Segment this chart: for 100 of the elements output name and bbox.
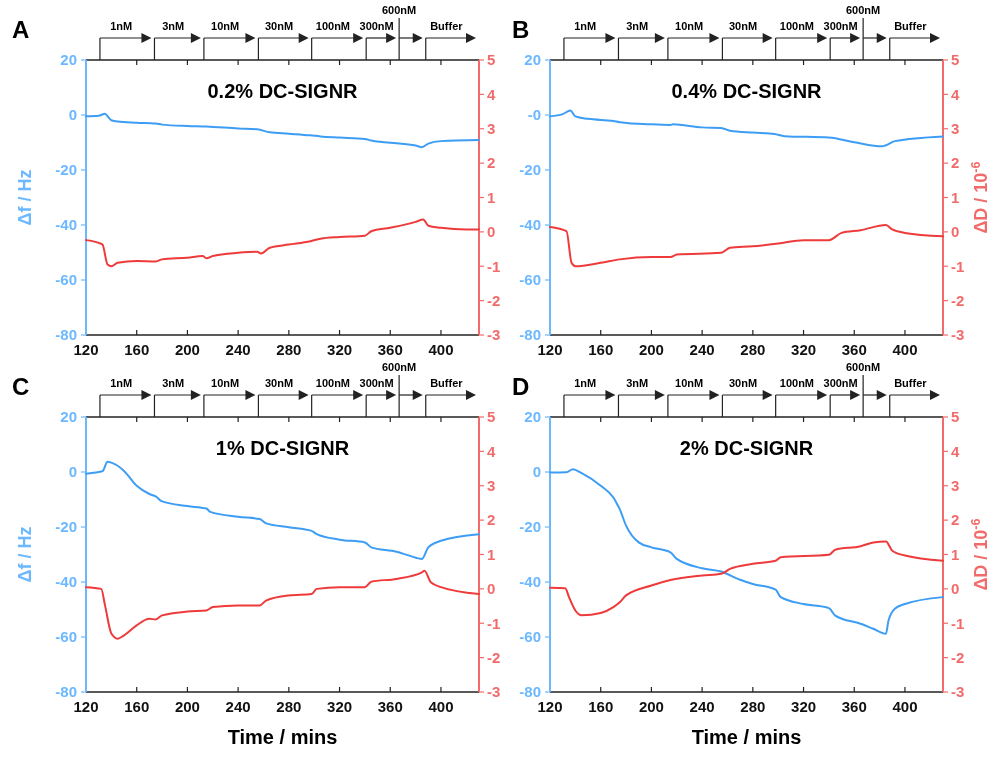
ref-line-label: 10nM (675, 377, 704, 389)
y2-tick-label: -3 (487, 683, 501, 701)
x-tick-label: 280 (276, 341, 302, 358)
x-tick-label: 320 (791, 698, 817, 715)
ref-line-label: 3nM (162, 20, 185, 32)
x-tick-label: 320 (327, 341, 353, 358)
line-series (85, 112, 480, 149)
x-tick-label: 240 (225, 698, 251, 715)
y2-tick-label: -2 (487, 291, 501, 309)
y2-tick-label: 3 (487, 477, 496, 494)
ref-line-label: 3nM (162, 377, 185, 389)
y2-tick-label: 5 (951, 51, 960, 69)
x-tick-label: 320 (327, 698, 353, 715)
y2-tick-label: 5 (487, 51, 496, 69)
y2-tick-label: 0 (487, 223, 496, 241)
y-tick-label: -60 (519, 628, 541, 646)
x-tick-label: 240 (689, 341, 715, 358)
text: A (12, 16, 30, 43)
ref-line-label: 30nM (728, 20, 758, 32)
text: 0.4% DC-SIGNR (671, 80, 823, 102)
y2-tick-label: -3 (487, 326, 501, 344)
y2-tick-label: 2 (487, 154, 496, 172)
x-tick-label: 120 (73, 341, 99, 358)
y-tick-label: -40 (519, 573, 541, 591)
ref-line-label: 10nM (211, 377, 240, 389)
y-tick-label: 0 (532, 463, 541, 481)
x-axis-title: Time / mins (227, 726, 338, 748)
x-tick-label: 200 (638, 698, 664, 715)
y-tick-label: -80 (519, 326, 541, 344)
ref-line-label: 1nM (574, 377, 597, 389)
ref-line-label: 300nM (359, 20, 394, 32)
x-tick-label: 280 (276, 698, 302, 715)
line-series (549, 540, 944, 617)
ref-line-label: 1nM (110, 377, 133, 389)
y-axis-title: Δf / Hz (15, 526, 35, 583)
x-tick-label: 360 (377, 341, 403, 358)
x-tick-label: 200 (174, 341, 200, 358)
y2-tick-label: 1 (487, 545, 496, 563)
y-tick-label: 20 (60, 408, 77, 426)
text: 0.2% DC-SIGNR (207, 80, 359, 102)
y-tick-label: -20 (55, 518, 77, 536)
ref-line-label: Buffer (894, 20, 928, 32)
y2-tick-label: 4 (951, 85, 960, 103)
y2-tick-label: -1 (951, 257, 965, 275)
line-series (85, 569, 480, 640)
ref-line-label: 300nM (359, 377, 394, 389)
y-tick-label: 20 (524, 408, 541, 426)
y2-tick-label: 2 (951, 154, 960, 172)
y2-tick-label: 1 (951, 188, 960, 206)
y2-tick-label: -1 (487, 257, 501, 275)
y2-tick-label: -3 (951, 326, 965, 344)
line-series (549, 224, 944, 268)
y2-tick-label: 1 (951, 545, 960, 563)
y2-tick-label: -1 (951, 614, 965, 632)
ref-line-label: 600nM (846, 4, 881, 16)
y-tick-label: -80 (519, 683, 541, 701)
x-tick-label: 160 (124, 698, 150, 715)
y-tick-label: -40 (55, 573, 77, 591)
x-tick-label: 400 (892, 698, 918, 715)
ref-line-label: Buffer (430, 20, 464, 32)
x-tick-label: 160 (588, 341, 614, 358)
y2-tick-label: -2 (951, 648, 965, 666)
y-tick-label: -80 (55, 683, 77, 701)
y-tick-label: -20 (55, 161, 77, 179)
y2-tick-label: 3 (951, 120, 960, 137)
x-tick-label: 400 (428, 698, 454, 715)
ref-line-label: Buffer (430, 377, 464, 389)
x-tick-label: 200 (638, 341, 664, 358)
ref-line-label: 1nM (110, 20, 133, 32)
x-tick-label: 240 (689, 698, 715, 715)
text: B (512, 16, 530, 43)
line-series (85, 460, 480, 560)
ref-line-label: 30nM (728, 377, 758, 389)
line-series (549, 468, 944, 635)
x-tick-label: 240 (225, 341, 251, 358)
y2-tick-label: 1 (487, 188, 496, 206)
x-tick-label: 400 (892, 341, 918, 358)
ref-line-label: 600nM (382, 361, 417, 373)
y-tick-label: 0 (68, 463, 77, 481)
ref-line-label: 10nM (675, 20, 704, 32)
y2-tick-label: 2 (951, 511, 960, 529)
x-tick-label: 360 (841, 698, 867, 715)
ref-line-label: 100nM (779, 377, 815, 389)
line-series (85, 218, 480, 268)
y-axis-title: Δf / Hz (15, 169, 35, 226)
y-tick-label: 20 (60, 51, 77, 69)
x-tick-label: 160 (588, 698, 614, 715)
y-tick-label: -20 (519, 518, 541, 536)
y2-tick-label: 0 (951, 223, 960, 241)
y2-tick-label: -3 (951, 683, 965, 701)
y2-tick-label: 4 (951, 442, 960, 460)
ref-line-label: 300nM (823, 377, 858, 389)
x-tick-label: 400 (428, 341, 454, 358)
ref-line-label: 300nM (823, 20, 858, 32)
y2-tick-label: 3 (951, 477, 960, 494)
y-tick-label: -20 (519, 161, 541, 179)
y-tick-label: -40 (519, 216, 541, 234)
x-tick-label: 280 (740, 341, 766, 358)
y2-tick-label: 2 (487, 511, 496, 529)
text: C (12, 373, 30, 400)
